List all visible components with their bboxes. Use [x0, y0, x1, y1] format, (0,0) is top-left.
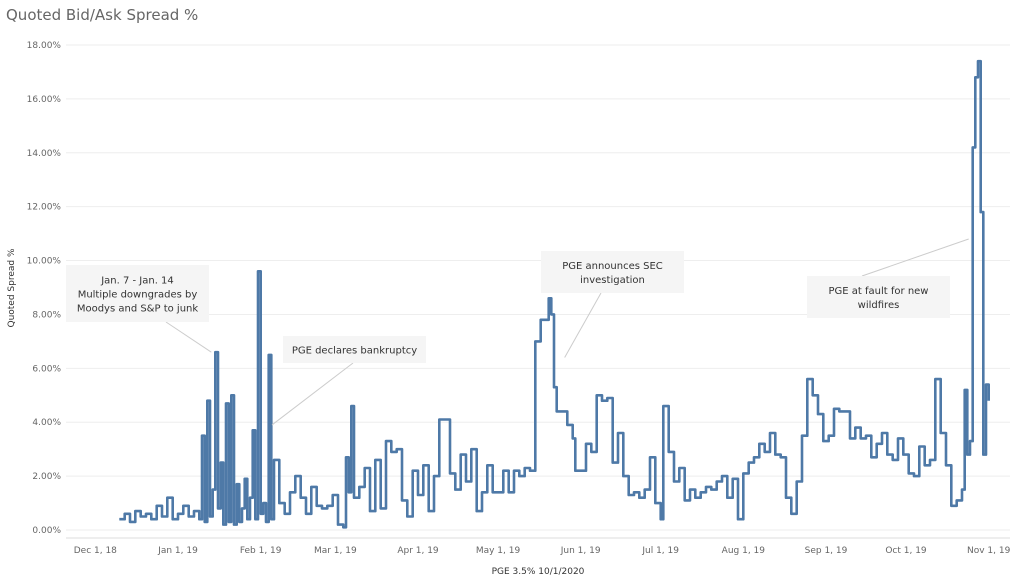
- x-tick-label: May 1, 19: [476, 546, 521, 556]
- y-tick-label: 10.00%: [27, 257, 62, 267]
- annotation-connector: [564, 292, 602, 358]
- annotation-text: PGE declares bankruptcy: [292, 346, 417, 357]
- x-tick-label: Jun 1, 19: [560, 546, 601, 556]
- y-tick-label: 12.00%: [27, 203, 62, 213]
- x-tick-label: Sep 1, 19: [805, 546, 848, 556]
- y-tick-label: 8.00%: [32, 310, 61, 320]
- annotation-connector: [861, 238, 969, 277]
- annotation-connector: [165, 321, 212, 353]
- annotation-text: PGE at fault for new: [829, 286, 929, 297]
- annotation-text: investigation: [580, 275, 645, 286]
- x-tick-label: Oct 1, 19: [885, 546, 927, 556]
- annotations: Jan. 7 - Jan. 14 Multiple downgrades by Mo…: [66, 238, 969, 426]
- y-tick-label: 2.00%: [32, 472, 61, 482]
- annotation: Jan. 7 - Jan. 14 Multiple downgrades by Mo…: [66, 265, 212, 353]
- annotation-text: Moodys and S&P to junk: [77, 304, 199, 315]
- x-tick-label: Mar 1, 19: [314, 546, 357, 556]
- y-tick-label: 14.00%: [27, 149, 62, 159]
- x-tick-label: Dec 1, 18: [74, 546, 117, 556]
- annotation-box: [283, 336, 426, 363]
- x-tick-label: Jul 1, 19: [641, 546, 679, 556]
- gridlines: [66, 44, 1010, 531]
- x-tick-label: Aug 1, 19: [722, 546, 766, 556]
- series-line: [119, 59, 990, 529]
- annotation: PGE announces SEC investigation: [541, 251, 684, 358]
- annotation-box: [66, 265, 209, 322]
- y-tick-label: 6.00%: [32, 364, 61, 374]
- y-tick-label: 0.00%: [32, 526, 61, 536]
- x-tick-label: Apr 1, 19: [397, 546, 439, 556]
- annotation-connector: [271, 362, 354, 426]
- annotation-box: [807, 276, 950, 318]
- annotation-text: Jan. 7 - Jan. 14: [100, 276, 174, 287]
- x-axis-title: PGE 3.5% 10/1/2020: [492, 567, 585, 577]
- y-tick-label: 16.00%: [27, 95, 62, 105]
- annotation-text: Multiple downgrades by: [78, 290, 198, 301]
- chart-title: Quoted Bid/Ask Spread %: [6, 6, 199, 24]
- x-tick-label: Jan 1, 19: [157, 546, 198, 556]
- x-tick-label: Feb 1, 19: [240, 546, 282, 556]
- annotation: PGE declares bankruptcy: [271, 336, 426, 426]
- annotation-text: PGE announces SEC: [562, 261, 663, 272]
- series: [119, 59, 990, 529]
- y-tick-label: 18.00%: [27, 41, 62, 51]
- x-tick-labels: Dec 1, 18 Jan 1, 19 Feb 1, 19 Mar 1, 19 Apr …: [74, 546, 1011, 556]
- x-tick-label: Nov 1, 19: [967, 546, 1011, 556]
- annotation: PGE at fault for new wildfires: [807, 238, 969, 318]
- annotation-text: wildfires: [858, 300, 900, 311]
- annotation-box: [541, 251, 684, 293]
- y-axis-title: Quoted Spread %: [7, 248, 17, 327]
- y-tick-label: 4.00%: [32, 418, 61, 428]
- y-tick-labels: 0.00% 2.00% 4.00% 6.00% 8.00% 10.00% 12.00% 14.…: [27, 41, 62, 536]
